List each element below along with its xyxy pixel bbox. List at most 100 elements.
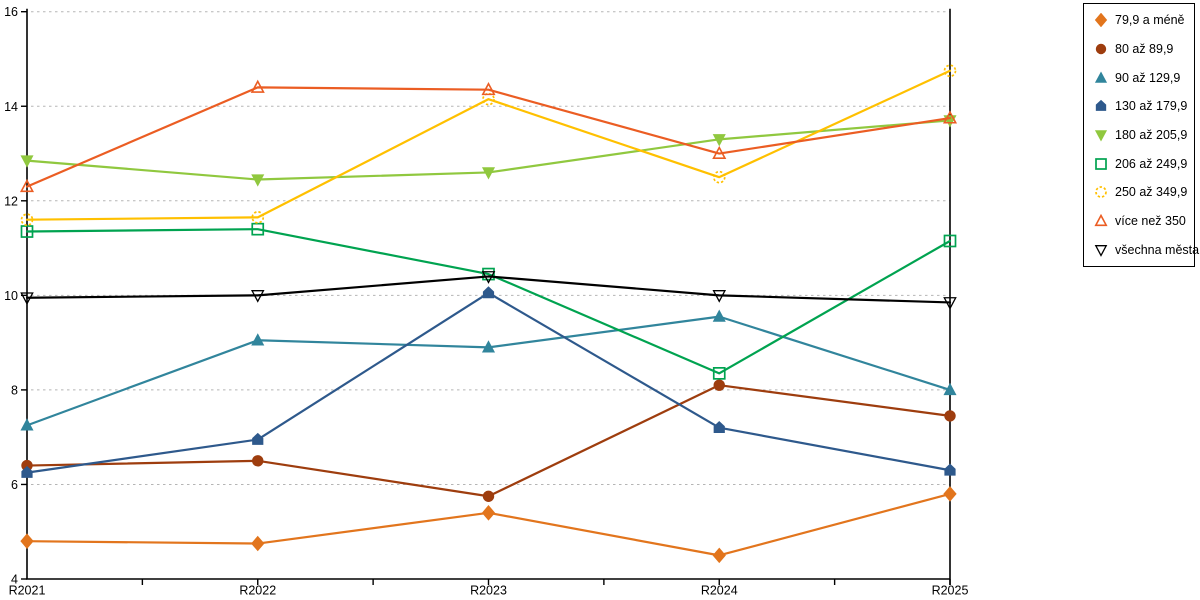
open-square-marker-icon bbox=[1094, 157, 1108, 171]
pentagon-marker-icon bbox=[1094, 99, 1108, 113]
legend-item-6: 250 až 349,9 bbox=[1094, 178, 1194, 206]
diamond-marker-icon bbox=[943, 486, 957, 502]
legend-label: všechna města bbox=[1115, 242, 1200, 257]
open-square-marker-icon bbox=[251, 222, 265, 236]
series-markers-5 bbox=[20, 222, 957, 380]
x-tick-label: R2023 bbox=[470, 584, 507, 598]
series-line-5 bbox=[25, 228, 952, 375]
triangle-up-marker-icon bbox=[712, 309, 726, 322]
open-triangle-down-marker-icon bbox=[943, 297, 957, 310]
y-tick-label: 16 bbox=[4, 5, 18, 19]
legend-label: 79,9 a méně bbox=[1115, 13, 1185, 28]
open-triangle-up-marker-icon bbox=[19, 178, 35, 193]
open-dashed-circle-marker-icon bbox=[1094, 185, 1108, 199]
open-circle-dashed-marker-icon bbox=[251, 210, 265, 224]
triangle-down-marker-icon bbox=[712, 134, 726, 147]
triangle-down-marker-icon bbox=[1094, 128, 1108, 142]
open-triangle-up-marker-icon bbox=[250, 79, 265, 93]
pentagon-marker-icon bbox=[944, 463, 956, 476]
pentagon-marker-icon bbox=[1095, 100, 1107, 112]
y-tick-label: 12 bbox=[4, 194, 18, 208]
pentagon-marker-icon bbox=[713, 421, 725, 434]
triangle-up-marker-icon bbox=[251, 333, 265, 346]
series-line-8 bbox=[25, 275, 952, 304]
y-tick-label: 14 bbox=[4, 100, 18, 114]
legend-label: 180 až 205,9 bbox=[1115, 127, 1188, 142]
series-markers-8 bbox=[20, 271, 957, 310]
triangle-down-marker-icon bbox=[20, 155, 34, 168]
open-circle-dashed-marker-icon bbox=[20, 213, 34, 227]
series-markers-4 bbox=[20, 115, 957, 187]
series-markers-2 bbox=[20, 309, 957, 431]
open-circle-dashed-marker-icon bbox=[1095, 186, 1107, 199]
triangle-up-marker-icon bbox=[481, 340, 496, 353]
legend: 79,9 a méně 80 až 89,9 90 až 129,9 130 a… bbox=[1083, 3, 1199, 267]
series-line-0 bbox=[25, 492, 952, 557]
circle-marker-icon bbox=[713, 379, 725, 391]
open-triangle-up-marker-icon bbox=[1094, 213, 1108, 227]
series-markers-0 bbox=[20, 486, 957, 564]
legend-item-3: 130 až 179,9 bbox=[1094, 92, 1194, 120]
legend-label: 130 až 179,9 bbox=[1115, 99, 1188, 114]
pentagon-marker-icon bbox=[252, 432, 264, 445]
legend-item-4: 180 až 205,9 bbox=[1094, 121, 1194, 149]
open-triangle-down-marker-icon bbox=[1094, 243, 1108, 257]
open-square-marker-icon bbox=[943, 234, 957, 248]
pentagon-marker-icon bbox=[21, 465, 33, 478]
triangle-up-marker-icon bbox=[1094, 71, 1108, 85]
circle-marker-icon bbox=[482, 490, 495, 502]
open-square-marker-icon bbox=[1095, 157, 1107, 170]
diamond-marker-icon bbox=[251, 535, 265, 552]
diamond-marker-icon bbox=[1094, 13, 1108, 28]
series-markers-3 bbox=[21, 286, 956, 478]
legend-label: 90 až 129,9 bbox=[1115, 70, 1181, 85]
circle-marker-icon bbox=[944, 410, 956, 422]
circle-marker-icon bbox=[1095, 43, 1107, 55]
series-line-2 bbox=[25, 315, 952, 427]
triangle-down-marker-icon bbox=[481, 167, 496, 180]
series-line-7 bbox=[25, 86, 952, 188]
x-tick-label: R2025 bbox=[932, 584, 969, 598]
series-markers-7 bbox=[19, 79, 958, 193]
open-triangle-up-marker-icon bbox=[1094, 213, 1108, 228]
triangle-down-marker-icon bbox=[251, 174, 265, 187]
open-triangle-down-marker-icon bbox=[20, 292, 34, 306]
triangle-up-marker-icon bbox=[1094, 71, 1108, 83]
x-tick-label: R2024 bbox=[701, 584, 738, 598]
diamond-marker-icon bbox=[712, 547, 726, 564]
legend-item-7: více než 350 bbox=[1094, 207, 1194, 235]
legend-label: 250 až 349,9 bbox=[1115, 185, 1188, 200]
legend-item-5: 206 až 249,9 bbox=[1094, 150, 1194, 178]
open-triangle-up-marker-icon bbox=[712, 145, 727, 160]
series-line-6 bbox=[25, 69, 952, 221]
pentagon-marker-icon bbox=[482, 286, 495, 299]
open-triangle-up-marker-icon bbox=[942, 110, 958, 124]
open-square-marker-icon bbox=[482, 267, 495, 281]
circle-marker-icon bbox=[1094, 42, 1108, 56]
diamond-marker-icon bbox=[481, 505, 496, 521]
legend-item-0: 79,9 a méně bbox=[1094, 6, 1194, 34]
open-triangle-up-marker-icon bbox=[481, 82, 496, 96]
legend-item-2: 90 až 129,9 bbox=[1094, 64, 1194, 92]
x-tick-label: R2021 bbox=[9, 584, 46, 598]
circle-marker-icon bbox=[252, 455, 264, 467]
open-square-marker-icon bbox=[712, 367, 726, 380]
open-circle-dashed-marker-icon bbox=[943, 64, 957, 78]
triangle-up-marker-icon bbox=[943, 382, 957, 396]
y-tick-label: 10 bbox=[4, 289, 18, 303]
legend-item-1: 80 až 89,9 bbox=[1094, 35, 1194, 63]
open-circle-dashed-marker-icon bbox=[482, 92, 495, 106]
x-tick-label: R2022 bbox=[239, 584, 276, 598]
triangle-down-marker-icon bbox=[1094, 130, 1108, 142]
legend-label: 206 až 249,9 bbox=[1115, 156, 1188, 171]
open-square-marker-icon bbox=[20, 225, 34, 238]
y-tick-label: 8 bbox=[11, 383, 18, 397]
y-tick-label: 4 bbox=[11, 573, 18, 587]
series-markers-1 bbox=[21, 379, 956, 502]
legend-label: více než 350 bbox=[1115, 213, 1186, 228]
open-triangle-down-marker-icon bbox=[481, 271, 496, 284]
open-triangle-down-marker-icon bbox=[1094, 244, 1108, 257]
y-tick-label: 6 bbox=[11, 478, 18, 492]
